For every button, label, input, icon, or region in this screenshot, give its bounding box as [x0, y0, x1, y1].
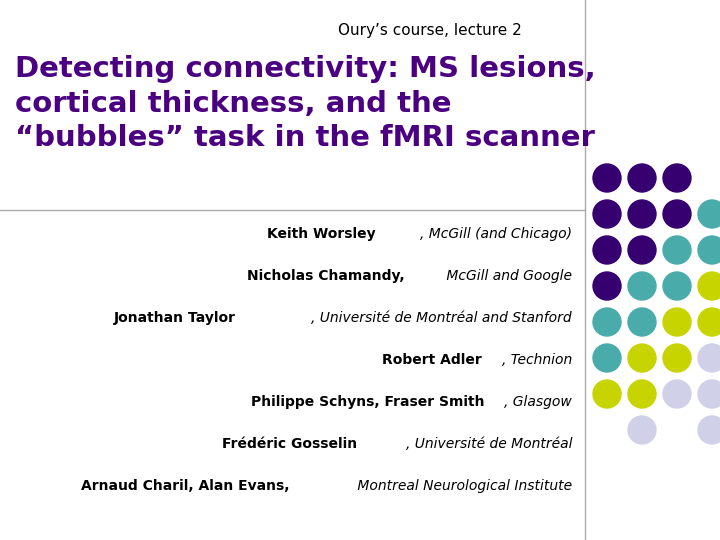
Circle shape — [593, 380, 621, 408]
Circle shape — [628, 344, 656, 372]
Text: McGill and Google: McGill and Google — [442, 269, 572, 283]
Text: Detecting connectivity: MS lesions,
cortical thickness, and the
“bubbles” task i: Detecting connectivity: MS lesions, cort… — [15, 55, 595, 152]
Circle shape — [698, 344, 720, 372]
Text: Philippe Schyns, Fraser Smith: Philippe Schyns, Fraser Smith — [251, 395, 485, 409]
Circle shape — [628, 236, 656, 264]
Circle shape — [698, 380, 720, 408]
Circle shape — [663, 200, 691, 228]
Circle shape — [698, 236, 720, 264]
Circle shape — [698, 416, 720, 444]
Text: , Université de Montréal: , Université de Montréal — [405, 437, 572, 451]
Circle shape — [593, 308, 621, 336]
Text: Jonathan Taylor: Jonathan Taylor — [114, 311, 235, 325]
Text: , Glasgow: , Glasgow — [504, 395, 572, 409]
Circle shape — [628, 416, 656, 444]
Text: Arnaud Charil, Alan Evans,: Arnaud Charil, Alan Evans, — [81, 479, 289, 493]
Text: Robert Adler: Robert Adler — [382, 353, 482, 367]
Circle shape — [593, 344, 621, 372]
Circle shape — [663, 380, 691, 408]
Text: , McGill (and Chicago): , McGill (and Chicago) — [420, 227, 572, 241]
Circle shape — [593, 236, 621, 264]
Text: Frédéric Gosselin: Frédéric Gosselin — [222, 437, 357, 451]
Circle shape — [628, 380, 656, 408]
Circle shape — [698, 272, 720, 300]
Circle shape — [628, 164, 656, 192]
Circle shape — [628, 200, 656, 228]
Circle shape — [628, 272, 656, 300]
Circle shape — [698, 200, 720, 228]
Circle shape — [663, 272, 691, 300]
Circle shape — [593, 272, 621, 300]
Text: Oury’s course, lecture 2: Oury’s course, lecture 2 — [338, 23, 522, 37]
Circle shape — [628, 308, 656, 336]
Circle shape — [663, 344, 691, 372]
Circle shape — [698, 308, 720, 336]
Text: Keith Worsley: Keith Worsley — [267, 227, 376, 241]
Circle shape — [663, 164, 691, 192]
Text: Nicholas Chamandy,: Nicholas Chamandy, — [247, 269, 404, 283]
Text: , Université de Montréal and Stanford: , Université de Montréal and Stanford — [311, 311, 572, 325]
Circle shape — [663, 308, 691, 336]
Circle shape — [593, 164, 621, 192]
Circle shape — [593, 200, 621, 228]
Text: , Technion: , Technion — [502, 353, 572, 367]
Circle shape — [663, 236, 691, 264]
Text: Montreal Neurological Institute: Montreal Neurological Institute — [353, 479, 572, 493]
